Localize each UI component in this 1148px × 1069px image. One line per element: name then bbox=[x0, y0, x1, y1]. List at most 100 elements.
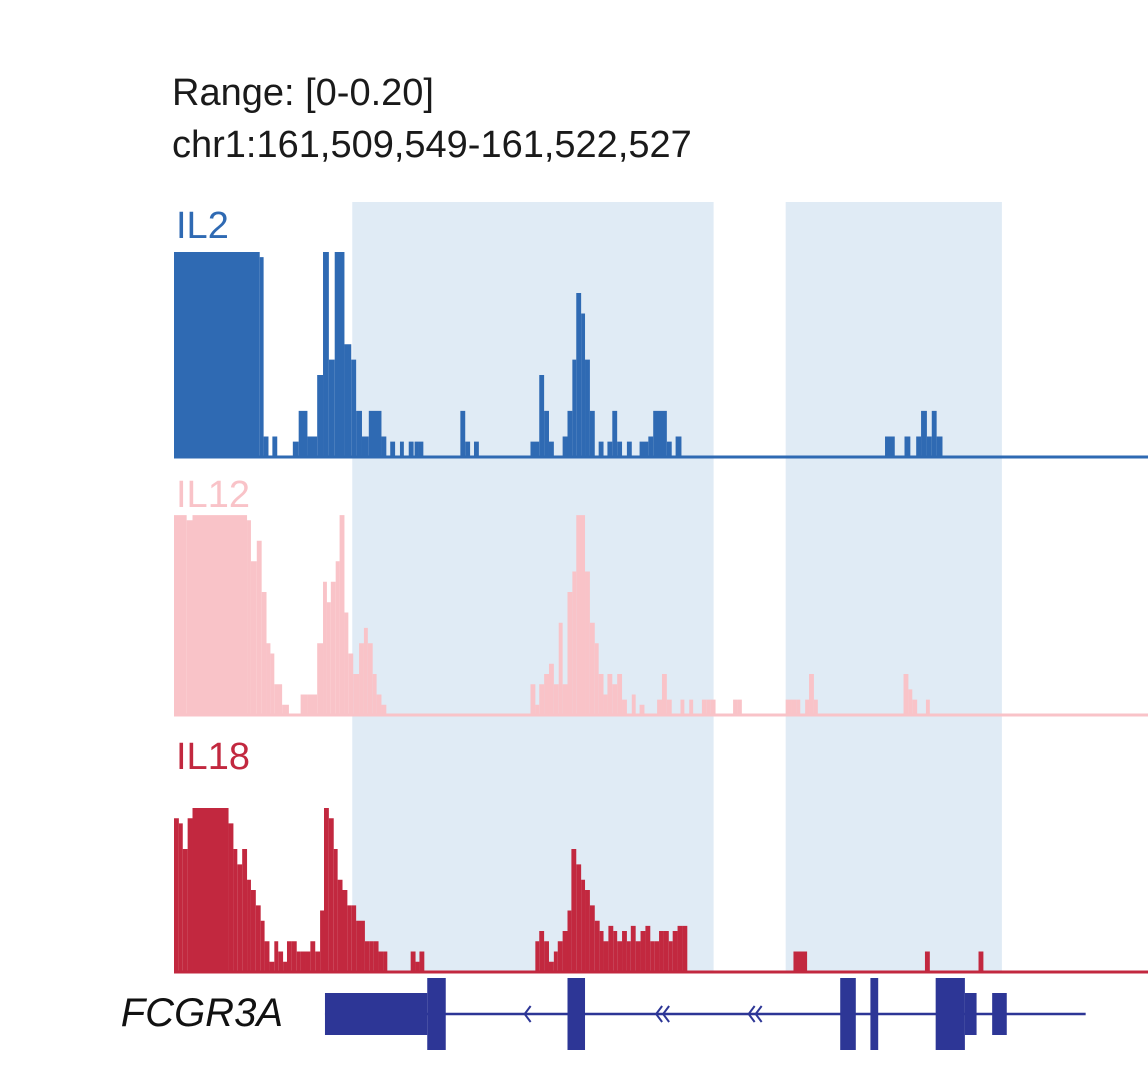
coverage-bar bbox=[581, 879, 586, 972]
coverage-bar bbox=[174, 818, 179, 972]
coverage-bar bbox=[307, 436, 318, 457]
coverage-bar bbox=[793, 951, 808, 972]
coverage-bar bbox=[598, 674, 604, 715]
range-label: Range: [0-0.20] bbox=[172, 72, 434, 114]
coverage-bar bbox=[737, 699, 742, 715]
coverage-bar bbox=[381, 436, 387, 457]
coverage-bar bbox=[617, 674, 623, 715]
coverage-bar bbox=[383, 951, 388, 972]
coverage-bar bbox=[270, 653, 275, 715]
coverage-bar bbox=[228, 823, 234, 972]
coverage-bar bbox=[553, 684, 559, 715]
coverage-bar bbox=[581, 313, 586, 457]
coverage-bar bbox=[182, 849, 188, 972]
coverage-bar bbox=[260, 920, 265, 972]
gene-exon-cds bbox=[870, 978, 879, 1050]
coverage-bar bbox=[617, 941, 623, 972]
coverage-bar bbox=[544, 674, 549, 715]
coverage-bar bbox=[390, 441, 396, 457]
coverage-bar bbox=[567, 410, 573, 457]
coverage-bar bbox=[192, 808, 229, 972]
coverage-bar bbox=[562, 436, 568, 457]
coverage-bar bbox=[381, 704, 387, 715]
coverage-bar bbox=[539, 375, 545, 457]
coverage-bar bbox=[334, 252, 345, 457]
coverage-bar bbox=[666, 441, 672, 457]
coverage-bar bbox=[282, 704, 289, 715]
coverage-bar bbox=[921, 410, 927, 457]
gene-exon-utr bbox=[324, 993, 428, 1035]
coverage-bar bbox=[585, 571, 590, 715]
coverage-bar bbox=[296, 951, 301, 972]
coverage-bar bbox=[594, 920, 600, 972]
coverage-bar bbox=[264, 941, 270, 972]
coverage-bar bbox=[174, 515, 187, 715]
gene-exon-utr bbox=[964, 993, 977, 1035]
coverage-bar bbox=[361, 920, 365, 972]
coverage-bar bbox=[903, 674, 909, 715]
coverage-bar bbox=[622, 931, 627, 972]
coverage-bar bbox=[936, 436, 943, 457]
coverage-bar bbox=[663, 931, 669, 972]
highlight-region-1 bbox=[352, 202, 714, 972]
coverage-bar bbox=[399, 441, 404, 457]
coverage-bar bbox=[250, 561, 257, 715]
gene-label: FCGR3A bbox=[121, 991, 283, 1035]
coverage-bar bbox=[415, 961, 420, 972]
coverage-bar bbox=[259, 257, 264, 457]
coverage-bar bbox=[307, 694, 318, 715]
coverage-bar bbox=[351, 359, 357, 457]
coverage-bar bbox=[925, 699, 930, 715]
coverage-bar bbox=[677, 925, 683, 972]
coverage-bar bbox=[335, 561, 340, 715]
coverage-bar bbox=[367, 643, 373, 715]
coverage-bar bbox=[607, 441, 613, 457]
coverage-bar bbox=[418, 441, 424, 457]
coverage-bar bbox=[530, 441, 540, 457]
coverage-bar bbox=[639, 441, 649, 457]
coverage-bar bbox=[369, 941, 374, 972]
track-label-il12: IL12 bbox=[176, 474, 250, 516]
coverage-bar bbox=[926, 436, 932, 457]
coverage-bar bbox=[924, 951, 930, 972]
coverage-bar bbox=[885, 436, 895, 457]
coverage-bar bbox=[571, 849, 577, 972]
coverage-bar bbox=[612, 410, 618, 457]
gene-exon-cds bbox=[567, 978, 586, 1050]
strand-arrow-icon bbox=[661, 1005, 670, 1023]
coverage-bar bbox=[585, 359, 590, 457]
coverage-bar bbox=[414, 441, 419, 457]
coverage-bar bbox=[599, 931, 604, 972]
coverage-bar bbox=[339, 515, 345, 715]
coverage-bar bbox=[607, 674, 613, 715]
coverage-bar bbox=[410, 951, 416, 972]
coverage-bar bbox=[356, 410, 362, 457]
coverage-bar bbox=[535, 704, 540, 715]
coverage-bar bbox=[256, 540, 262, 715]
coverage-bar bbox=[548, 961, 554, 972]
coverage-bar bbox=[594, 643, 599, 715]
coverage-bar bbox=[576, 864, 582, 972]
gene-exon-utr bbox=[992, 993, 1007, 1035]
coverage-bar bbox=[473, 441, 479, 457]
locus-label: chr1:161,509,549-161,522,527 bbox=[172, 124, 692, 166]
coverage-bar bbox=[603, 694, 608, 715]
coverage-bar bbox=[562, 684, 568, 715]
coverage-bar bbox=[706, 699, 711, 715]
coverage-bar bbox=[675, 436, 682, 457]
coverage-bar bbox=[344, 344, 352, 457]
coverage-bar bbox=[653, 410, 667, 457]
coverage-bar bbox=[576, 293, 582, 457]
coverage-bar bbox=[328, 818, 334, 972]
coverage-bar bbox=[805, 699, 810, 715]
coverage-bar bbox=[659, 931, 664, 972]
coverage-bar bbox=[553, 951, 558, 972]
coverage-bar bbox=[626, 941, 631, 972]
coverage-bar bbox=[333, 849, 338, 972]
coverage-bar bbox=[278, 951, 284, 972]
coverage-bar bbox=[617, 441, 623, 457]
coverage-bar bbox=[192, 515, 248, 715]
coverage-bar bbox=[323, 581, 327, 715]
coverage-bar bbox=[320, 910, 324, 972]
